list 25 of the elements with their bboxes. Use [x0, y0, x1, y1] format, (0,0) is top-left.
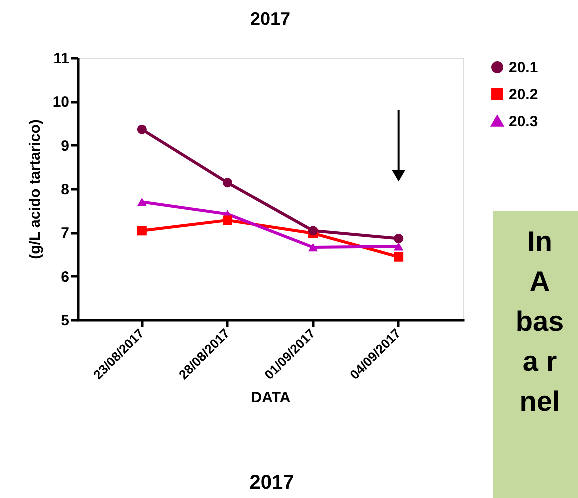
text: 2017	[250, 472, 294, 494]
point	[222, 178, 232, 188]
legend-label: 20.3	[509, 114, 538, 130]
legend-label: 20.2	[509, 86, 538, 104]
point	[222, 216, 232, 226]
y-tick-label: 6	[61, 268, 70, 286]
y-tick-label: 10	[52, 94, 70, 112]
y-tick-label: 8	[61, 182, 70, 198]
text: In A bas a r nel	[516, 226, 564, 417]
y-tick-label: 9	[61, 138, 70, 155]
y-tick-label: 7	[61, 225, 70, 242]
legend-label: 20.1	[509, 60, 538, 76]
point	[308, 243, 318, 252]
x-axis-title: DATA	[251, 389, 291, 406]
point	[137, 198, 147, 206]
point	[394, 242, 404, 251]
point	[308, 226, 318, 236]
chart-title: 2017	[250, 9, 291, 29]
y-axis-title: (g/L acido tartarico)	[26, 120, 44, 260]
point	[394, 234, 404, 244]
y-tick-label: 11	[54, 50, 70, 68]
point	[394, 252, 404, 262]
point	[137, 124, 147, 134]
y-tick-label: 5	[61, 312, 70, 330]
point	[137, 226, 147, 236]
